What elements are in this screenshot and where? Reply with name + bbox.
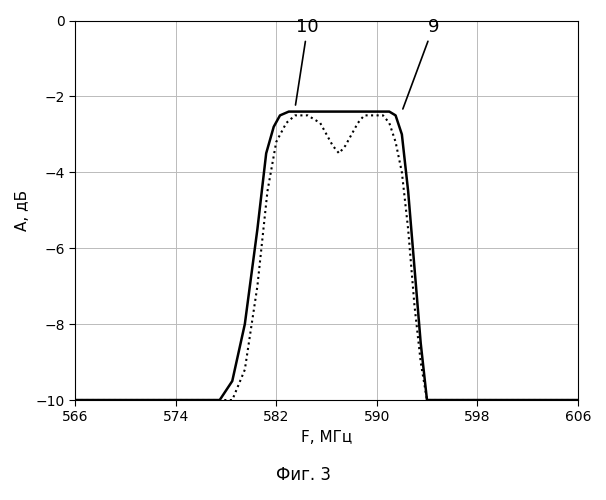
X-axis label: F, МГц: F, МГц [301,430,352,445]
Text: Фиг. 3: Фиг. 3 [276,466,330,484]
Text: 10: 10 [296,18,319,105]
Text: 9: 9 [403,18,439,109]
Y-axis label: А, дБ: А, дБ [15,190,30,231]
